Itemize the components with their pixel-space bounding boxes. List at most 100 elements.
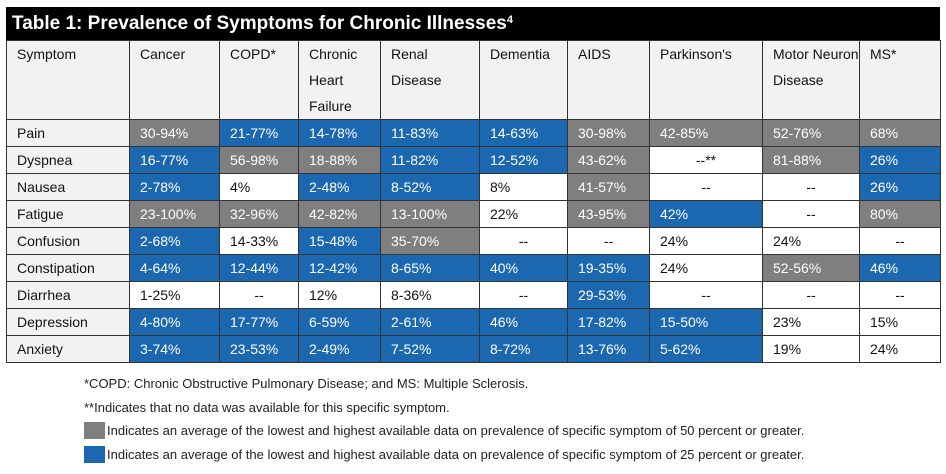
table-row: Confusion 2-68% 14-33% 15-48% 35-70% -- -- 24% 2… <box>6 227 941 255</box>
prevalence-cell: 2-48% <box>298 173 381 201</box>
prevalence-cell: 8% <box>479 173 568 201</box>
prevalence-cell: 15-50% <box>649 308 763 336</box>
prevalence-cell: 52-76% <box>762 119 860 147</box>
prevalence-cell: 35-70% <box>380 227 480 255</box>
prevalence-cell: -- <box>649 281 763 309</box>
prevalence-table-container: Table 1: Prevalence of Symptoms for Chro… <box>6 7 941 363</box>
table-row: Diarrhea 1-25% -- 12% 8-36% -- 29-53% -- -- -- <box>6 281 941 309</box>
prevalence-cell: 12-42% <box>298 254 381 282</box>
prevalence-cell: 56-98% <box>219 146 299 174</box>
prevalence-cell: 18-88% <box>298 146 381 174</box>
prevalence-cell: 42-85% <box>649 119 763 147</box>
legend-blue: Indicates an average of the lowest and h… <box>84 443 804 467</box>
symptom-cell: Nausea <box>6 173 130 201</box>
prevalence-cell: 24% <box>649 254 763 282</box>
footnote-abbreviations: *COPD: Chronic Obstructive Pulmonary Dis… <box>84 372 804 396</box>
prevalence-cell: 15% <box>859 308 941 336</box>
legend-text: Indicates an average of the lowest and h… <box>107 446 805 462</box>
prevalence-cell: 42-82% <box>298 200 381 228</box>
footnote-no-data: **Indicates that no data was available f… <box>84 396 804 420</box>
symptom-cell: Confusion <box>6 227 130 255</box>
prevalence-cell: 26% <box>859 173 941 201</box>
footnote-text: **Indicates that no data was available f… <box>84 399 450 415</box>
prevalence-cell: -- <box>762 173 860 201</box>
legend-gray: Indicates an average of the lowest and h… <box>84 419 804 443</box>
prevalence-cell: 42% <box>649 200 763 228</box>
symptom-cell: Depression <box>6 308 130 336</box>
prevalence-cell: 6-59% <box>298 308 381 336</box>
prevalence-cell: 14-33% <box>219 227 299 255</box>
column-header: MS* <box>859 40 941 120</box>
prevalence-cell: -- <box>219 281 299 309</box>
prevalence-cell: 23-53% <box>219 335 299 363</box>
prevalence-cell: -- <box>649 173 763 201</box>
column-header: COPD* <box>219 40 299 120</box>
prevalence-cell: 2-78% <box>129 173 220 201</box>
symptom-cell: Diarrhea <box>6 281 130 309</box>
title-reference: 4 <box>506 14 513 26</box>
prevalence-cell: 2-61% <box>380 308 480 336</box>
prevalence-cell: 30-98% <box>567 119 650 147</box>
prevalence-cell: -- <box>479 281 568 309</box>
prevalence-cell: 4-64% <box>129 254 220 282</box>
prevalence-cell: 4-80% <box>129 308 220 336</box>
prevalence-cell: 43-95% <box>567 200 650 228</box>
prevalence-cell: --** <box>649 146 763 174</box>
prevalence-cell: 19% <box>762 335 860 363</box>
prevalence-cell: 32-96% <box>219 200 299 228</box>
table-row: Constipation 4-64% 12-44% 12-42% 8-65% 40% 19-… <box>6 254 941 282</box>
prevalence-cell: 2-49% <box>298 335 381 363</box>
prevalence-cell: 3-74% <box>129 335 220 363</box>
prevalence-cell: 8-52% <box>380 173 480 201</box>
prevalence-cell: 1-25% <box>129 281 220 309</box>
prevalence-cell: 12-52% <box>479 146 568 174</box>
prevalence-cell: -- <box>567 227 650 255</box>
prevalence-cell: 68% <box>859 119 941 147</box>
prevalence-cell: 30-94% <box>129 119 220 147</box>
prevalence-cell: 12% <box>298 281 381 309</box>
symptom-cell: Anxiety <box>6 335 130 363</box>
footnotes: *COPD: Chronic Obstructive Pulmonary Dis… <box>84 372 804 466</box>
table-row: Fatigue 23-100% 32-96% 42-82% 13-100% 22% 43-9… <box>6 200 941 228</box>
prevalence-cell: 41-57% <box>567 173 650 201</box>
prevalence-cell: 21-77% <box>219 119 299 147</box>
prevalence-cell: 23% <box>762 308 860 336</box>
prevalence-cell: 16-77% <box>129 146 220 174</box>
prevalence-cell: 24% <box>762 227 860 255</box>
prevalence-cell: -- <box>762 281 860 309</box>
prevalence-cell: 29-53% <box>567 281 650 309</box>
table-row: Dyspnea 16-77% 56-98% 18-88% 11-82% 12-52% 43-… <box>6 146 941 174</box>
table-row: Nausea 2-78% 4% 2-48% 8-52% 8% 41-57% -- -- 26% <box>6 173 941 201</box>
prevalence-cell: 24% <box>859 335 941 363</box>
prevalence-cell: 26% <box>859 146 941 174</box>
prevalence-cell: 19-35% <box>567 254 650 282</box>
column-header: Dementia <box>479 40 568 120</box>
header-row: Symptom Cancer COPD* Chronic Heart Failure R… <box>6 40 941 120</box>
symptom-cell: Dyspnea <box>6 146 130 174</box>
symptom-cell: Fatigue <box>6 200 130 228</box>
symptom-prevalence-table: Symptom Cancer COPD* Chronic Heart Failure R… <box>6 40 941 363</box>
prevalence-cell: 14-78% <box>298 119 381 147</box>
prevalence-cell: 17-82% <box>567 308 650 336</box>
prevalence-cell: 8-72% <box>479 335 568 363</box>
table-row: Pain 30-94% 21-77% 14-78% 11-83% 14-63% 30-98%… <box>6 119 941 147</box>
prevalence-cell: 13-100% <box>380 200 480 228</box>
prevalence-cell: 24% <box>649 227 763 255</box>
prevalence-cell: 23-100% <box>129 200 220 228</box>
prevalence-cell: 80% <box>859 200 941 228</box>
column-header: Chronic Heart Failure <box>298 40 381 120</box>
prevalence-cell: -- <box>479 227 568 255</box>
prevalence-cell: 17-77% <box>219 308 299 336</box>
column-header: Renal Disease <box>380 40 480 120</box>
prevalence-cell: 40% <box>479 254 568 282</box>
table-title: Table 1: Prevalence of Symptoms for Chro… <box>6 7 940 40</box>
prevalence-cell: 7-52% <box>380 335 480 363</box>
prevalence-cell: 4% <box>219 173 299 201</box>
prevalence-cell: 46% <box>479 308 568 336</box>
prevalence-cell: 81-88% <box>762 146 860 174</box>
footnote-text: *COPD: Chronic Obstructive Pulmonary Dis… <box>84 376 529 391</box>
prevalence-cell: 13-76% <box>567 335 650 363</box>
prevalence-cell: -- <box>859 281 941 309</box>
prevalence-cell: 8-36% <box>380 281 480 309</box>
prevalence-cell: 46% <box>859 254 941 282</box>
